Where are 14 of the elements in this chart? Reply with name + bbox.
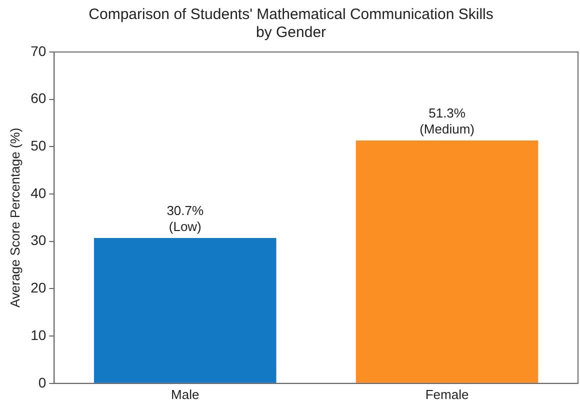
- x-tick-label: Female: [425, 386, 469, 402]
- data-label: 30.7% (Low): [166, 203, 204, 234]
- y-tick-label: 60: [30, 90, 46, 106]
- y-tick-label: 10: [30, 326, 46, 343]
- y-tick-label: 40: [30, 184, 46, 201]
- y-tick-label: 50: [30, 138, 46, 154]
- y-axis-title: Average Score Percentage (%): [7, 128, 22, 308]
- y-tick-label: 70: [30, 42, 46, 59]
- y-tick-label: 0: [38, 374, 46, 390]
- chart-title: Comparison of Students' Mathematical Communication Skills by Gender: [88, 6, 494, 42]
- y-tick-label: 20: [30, 280, 46, 296]
- x-tick-label: Male: [171, 386, 200, 402]
- data-label: 51.3% (Medium): [420, 106, 474, 137]
- y-tick-label: 30: [30, 232, 46, 248]
